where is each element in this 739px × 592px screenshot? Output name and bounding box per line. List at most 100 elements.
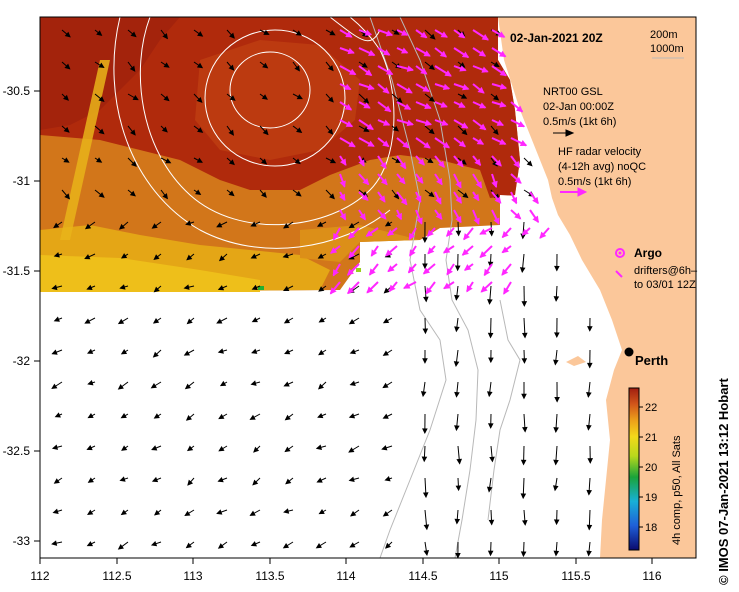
velocity-arrow-head — [494, 159, 502, 167]
velocity-arrow-head — [348, 251, 356, 259]
velocity-arrow-head — [462, 84, 470, 91]
velocity-arrow-head — [87, 509, 94, 515]
velocity-arrow-head — [87, 477, 94, 483]
velocity-arrow-head — [554, 265, 560, 272]
velocity-arrow-head — [492, 128, 499, 136]
sst-colorbar — [628, 387, 640, 551]
velocity-arrow-head — [454, 265, 461, 272]
x-tick-label: 112.5 — [102, 569, 131, 583]
velocity-arrow-head — [406, 65, 414, 72]
velocity-arrow-head — [120, 349, 128, 355]
velocity-arrow-head — [251, 284, 258, 290]
velocity-arrow-head — [369, 268, 376, 276]
velocity-arrow-head — [461, 51, 470, 58]
velocity-arrow-head — [251, 348, 258, 354]
velocity-arrow-head — [428, 191, 435, 198]
velocity-arrow-head — [426, 229, 434, 237]
velocity-arrow-head — [349, 380, 356, 387]
velocity-arrow-head — [392, 125, 399, 132]
velocity-arrow-head — [521, 228, 529, 236]
x-tick-label: 114 — [336, 569, 355, 583]
velocity-arrow-head — [486, 486, 493, 493]
velocity-arrow-head — [64, 31, 71, 38]
velocity-arrow-head — [150, 383, 157, 389]
velocity-arrow-head — [461, 248, 469, 256]
velocity-arrow-head — [385, 30, 394, 37]
velocity-arrow-head — [422, 358, 428, 364]
velocity-arrow-head — [463, 233, 470, 241]
velocity-arrow-head — [86, 348, 94, 354]
hf-radar-velocity-arrows — [329, 29, 550, 295]
hf-radar-legend-arrow — [560, 187, 588, 197]
velocity-arrow-head — [488, 357, 494, 364]
velocity-arrow-head — [367, 140, 375, 147]
velocity-arrow-head — [520, 551, 527, 558]
velocity-arrow-head — [362, 178, 370, 186]
velocity-arrow-head — [474, 158, 482, 166]
velocity-arrow-head — [345, 31, 353, 38]
velocity-arrow-head — [364, 69, 373, 76]
velocity-arrow-head — [294, 65, 300, 72]
isobath-lines — [369, 17, 521, 558]
velocity-arrow-head — [458, 101, 466, 108]
velocity-arrow-head — [479, 102, 487, 109]
velocity-arrow-head — [228, 129, 235, 136]
perth-label: Perth — [635, 353, 668, 368]
velocity-arrow-head — [196, 62, 204, 69]
velocity-arrow-head — [63, 157, 70, 163]
velocity-arrow-head — [454, 425, 460, 432]
velocity-arrow-head — [86, 284, 93, 291]
velocity-arrow-head — [466, 285, 473, 293]
velocity-arrow-head — [318, 349, 325, 356]
velocity-arrow-head — [487, 299, 493, 305]
velocity-arrow-head — [219, 380, 227, 387]
gsl-legend-line3: 0.5m/s (1kt 6h) — [543, 116, 616, 128]
velocity-arrow-head — [475, 181, 482, 189]
velocity-arrow-head — [130, 129, 136, 136]
y-tick-label: -32.5 — [3, 444, 31, 458]
velocity-arrow-head — [455, 181, 462, 189]
x-tick-label: 115.5 — [561, 569, 590, 583]
velocity-arrow-head — [163, 95, 170, 102]
velocity-arrow-head — [130, 31, 137, 38]
velocity-arrow-head — [442, 141, 450, 149]
velocity-arrow-head — [522, 520, 528, 526]
velocity-arrow-head — [399, 162, 407, 170]
velocity-arrow-head — [261, 158, 268, 165]
velocity-arrow-head — [162, 193, 168, 200]
velocity-arrow-head — [370, 249, 378, 257]
velocity-arrow-head — [51, 444, 59, 450]
velocity-arrow-head — [282, 252, 289, 259]
velocity-arrow-head — [197, 31, 204, 37]
velocity-arrow-head — [295, 30, 302, 36]
velocity-arrow-head — [339, 213, 346, 221]
velocity-arrow-head — [494, 196, 502, 204]
velocity-arrow-head — [487, 391, 493, 398]
drifters-legend-line1: drifters@6h– — [634, 265, 698, 277]
velocity-arrow-head — [427, 157, 434, 164]
velocity-arrow-head — [382, 317, 390, 324]
velocity-arrow-head — [347, 287, 355, 295]
velocity-arrow-head — [216, 318, 223, 324]
velocity-arrow-head — [408, 232, 416, 241]
velocity-arrow-head — [522, 426, 528, 433]
velocity-arrow-head — [532, 196, 539, 205]
velocity-arrow-head — [228, 190, 235, 197]
velocity-arrow-head — [488, 519, 495, 526]
velocity-arrow-head — [444, 70, 452, 77]
velocity-arrow-head — [366, 286, 374, 294]
velocity-arrow-head — [521, 393, 527, 400]
velocity-arrow-head — [153, 254, 160, 260]
velocity-arrow-head — [422, 428, 428, 435]
velocity-arrow-head — [282, 542, 290, 549]
velocity-arrow-head — [503, 287, 510, 295]
velocity-arrow-head — [382, 413, 389, 419]
velocity-arrow-head — [87, 380, 94, 386]
velocity-arrow-head — [401, 47, 409, 54]
velocity-arrow-head — [428, 64, 435, 70]
velocity-arrow-head — [464, 264, 472, 271]
velocity-arrow-head — [228, 64, 235, 71]
velocity-arrow-head — [415, 195, 422, 203]
velocity-arrow-head — [64, 63, 71, 70]
velocity-arrow-head — [316, 477, 323, 483]
